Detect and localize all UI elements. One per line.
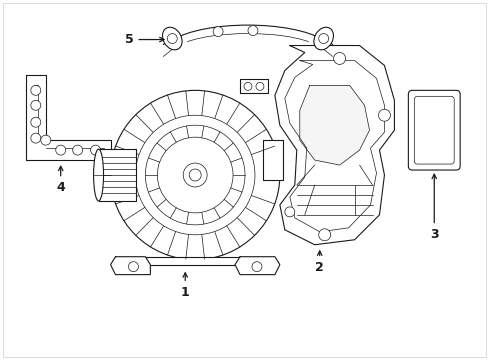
- Circle shape: [56, 145, 65, 155]
- Circle shape: [183, 163, 207, 187]
- Polygon shape: [274, 45, 394, 245]
- Polygon shape: [240, 80, 267, 93]
- FancyBboxPatch shape: [407, 90, 459, 170]
- Circle shape: [73, 145, 82, 155]
- Circle shape: [255, 82, 264, 90]
- Circle shape: [189, 169, 201, 181]
- Circle shape: [333, 53, 345, 64]
- Circle shape: [90, 145, 101, 155]
- Circle shape: [247, 26, 258, 36]
- Circle shape: [31, 85, 41, 95]
- FancyBboxPatch shape: [413, 96, 453, 164]
- Text: 2: 2: [315, 251, 324, 274]
- Text: 4: 4: [56, 166, 65, 194]
- Text: 3: 3: [429, 174, 438, 241]
- Circle shape: [110, 90, 279, 260]
- Ellipse shape: [313, 27, 333, 50]
- Circle shape: [318, 33, 328, 44]
- Circle shape: [213, 27, 223, 37]
- Circle shape: [378, 109, 389, 121]
- Polygon shape: [26, 75, 110, 160]
- Polygon shape: [263, 140, 282, 180]
- Polygon shape: [110, 257, 150, 275]
- Circle shape: [167, 33, 177, 44]
- Circle shape: [145, 125, 244, 225]
- Circle shape: [41, 135, 51, 145]
- Circle shape: [318, 229, 330, 241]
- Polygon shape: [235, 257, 279, 275]
- Ellipse shape: [93, 149, 103, 201]
- Text: 1: 1: [181, 273, 189, 299]
- Circle shape: [244, 82, 251, 90]
- Polygon shape: [99, 149, 136, 201]
- Polygon shape: [145, 257, 240, 265]
- Circle shape: [31, 133, 41, 143]
- Ellipse shape: [162, 27, 182, 50]
- Circle shape: [285, 207, 294, 217]
- Circle shape: [251, 262, 262, 272]
- Circle shape: [128, 262, 138, 272]
- Circle shape: [135, 115, 254, 235]
- Circle shape: [31, 100, 41, 110]
- Polygon shape: [299, 85, 369, 165]
- Circle shape: [157, 137, 233, 213]
- Text: 5: 5: [124, 33, 164, 46]
- Circle shape: [31, 117, 41, 127]
